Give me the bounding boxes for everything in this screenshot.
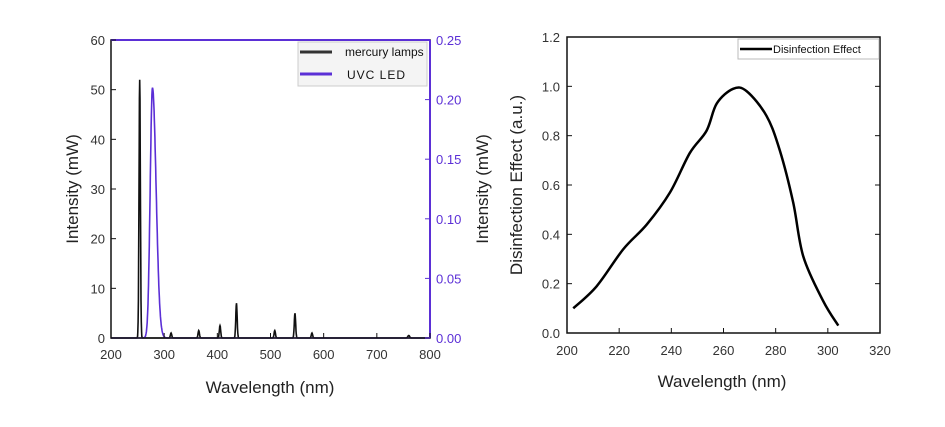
y-tick-label: 0.6	[542, 178, 560, 193]
y-tick-label: 0.8	[542, 129, 560, 144]
y-tick-label: 1.2	[542, 30, 560, 45]
legend: Disinfection Effect	[737, 38, 880, 60]
legend-box	[737, 38, 880, 60]
x-tick-label: 240	[660, 343, 682, 358]
x-tick-label: 700	[366, 347, 388, 362]
x-tick-label: 220	[608, 343, 630, 358]
x-axis-label: Wavelength (nm)	[206, 378, 335, 397]
y2-tick-label: 0.10	[436, 212, 461, 227]
y2-tick-label: 0.00	[436, 331, 461, 346]
y2-tick-label: 0.20	[436, 93, 461, 108]
legend-label-mercury: mercury lamps	[345, 45, 424, 59]
legend-label: Disinfection Effect	[773, 44, 861, 56]
plot-frame	[566, 36, 881, 334]
x-tick-label: 280	[765, 343, 787, 358]
x-tick-label: 320	[869, 343, 891, 358]
x-tick-label: 500	[260, 347, 282, 362]
y2-axis-label: Intensity (mW)	[473, 134, 492, 244]
x-tick-label: 300	[817, 343, 839, 358]
x-axis-label: Wavelength (nm)	[658, 372, 787, 391]
y-tick-label: 0.0	[542, 326, 560, 341]
y-tick-label: 30	[91, 182, 105, 197]
x-tick-label: 300	[153, 347, 175, 362]
x-tick-label: 200	[100, 347, 122, 362]
legend-box	[297, 41, 428, 87]
y-axis-label: Intensity (mW)	[63, 134, 82, 244]
y-tick-label: 50	[91, 83, 105, 98]
y-tick-label: 0	[98, 331, 105, 346]
y2-tick-label: 0.15	[436, 152, 461, 167]
y-tick-label: 40	[91, 132, 105, 147]
y-tick-label: 1.0	[542, 79, 560, 94]
legend-label-led: UVC LED	[347, 68, 406, 82]
x-tick-label: 600	[313, 347, 335, 362]
x-tick-label: 800	[419, 347, 441, 362]
x-tick-label: 200	[556, 343, 578, 358]
y-tick-label: 0.2	[542, 277, 560, 292]
x-tick-label: 260	[713, 343, 735, 358]
disinfection-effect-line	[572, 86, 840, 327]
y-tick-label: 0.4	[542, 227, 560, 242]
x-tick-label: 400	[206, 347, 228, 362]
legend: mercury lamps UVC LED	[297, 41, 428, 87]
y2-tick-label: 0.05	[436, 271, 461, 286]
uvc-led-line	[111, 87, 430, 339]
y-axis-label: Disinfection Effect (a.u.)	[507, 95, 526, 275]
y-tick-label: 60	[91, 33, 105, 48]
y-tick-label: 10	[91, 281, 105, 296]
disinfection-chart: 200 220 240 260 280 300 320 0.0 0.2 0.4 0.6 0.8 1.0 1…	[507, 30, 891, 391]
spectrum-chart: 200 300 400 500 600 700 800 0 10 20 30 40 50 60 0.00 0.…	[63, 33, 492, 397]
y2-tick-label: 0.25	[436, 33, 461, 48]
y-tick-label: 20	[91, 232, 105, 247]
